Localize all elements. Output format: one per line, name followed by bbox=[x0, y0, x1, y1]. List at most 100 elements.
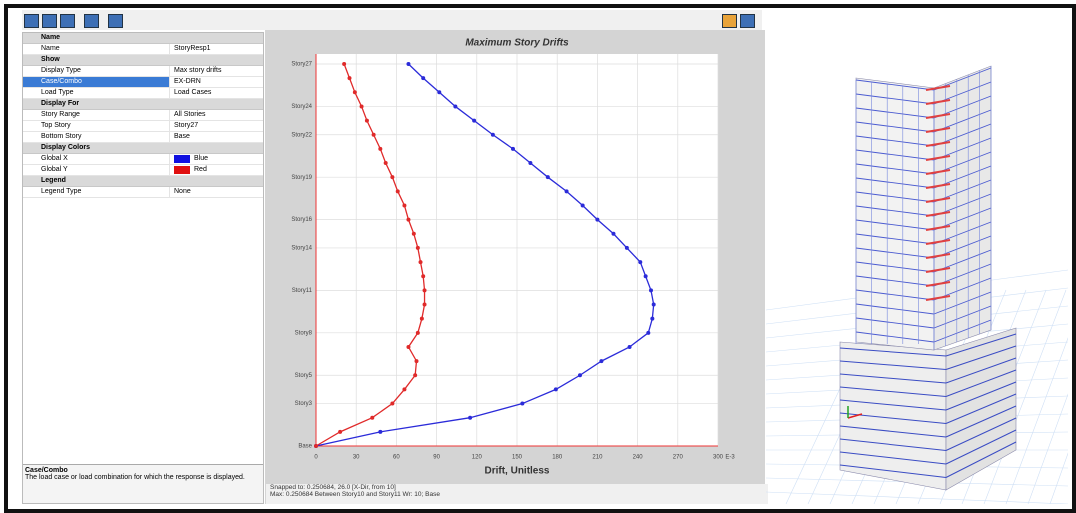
property-name: Bottom Story bbox=[23, 132, 170, 142]
y-tick-label: Base bbox=[298, 444, 312, 450]
data-point bbox=[528, 161, 532, 165]
property-value: Base bbox=[170, 132, 263, 142]
data-point bbox=[511, 147, 515, 151]
data-point bbox=[314, 444, 318, 448]
data-point bbox=[421, 274, 425, 278]
property-name: Global Y bbox=[23, 165, 170, 175]
section-header: Legend bbox=[23, 176, 263, 187]
data-point bbox=[520, 402, 524, 406]
x-tick-label: 300 bbox=[713, 455, 724, 461]
section-header: Display Colors bbox=[23, 143, 263, 154]
property-row[interactable]: Top Story Story27 bbox=[23, 121, 263, 132]
3d-view bbox=[766, 10, 1068, 504]
data-point bbox=[390, 175, 394, 179]
property-row[interactable]: Legend Type None bbox=[23, 187, 263, 198]
section-header: Show bbox=[23, 55, 263, 66]
data-point bbox=[415, 359, 419, 363]
data-point bbox=[468, 416, 472, 420]
tool-button[interactable] bbox=[42, 14, 57, 28]
data-point bbox=[565, 189, 569, 193]
model-geometry bbox=[766, 492, 1068, 504]
section-header: Name bbox=[23, 33, 263, 44]
data-point bbox=[638, 260, 642, 264]
data-point bbox=[453, 104, 457, 108]
y-tick-label: Story22 bbox=[291, 132, 312, 138]
data-point bbox=[628, 345, 632, 349]
y-tick-label: Story8 bbox=[295, 330, 313, 336]
y-tick-label: Story5 bbox=[295, 373, 313, 379]
property-row[interactable]: Global Y Red bbox=[23, 165, 263, 176]
property-text: Story27 bbox=[174, 121, 198, 131]
property-text: EX-DRN bbox=[174, 77, 201, 87]
color-swatch bbox=[174, 166, 190, 174]
data-point bbox=[390, 402, 394, 406]
data-point bbox=[365, 119, 369, 123]
data-point bbox=[491, 133, 495, 137]
model-geometry bbox=[1050, 290, 1068, 504]
property-name: Case/Combo bbox=[23, 77, 170, 87]
property-value: None bbox=[170, 187, 263, 197]
property-text: StoryResp1 bbox=[174, 44, 211, 54]
x-tick-label: 210 bbox=[592, 455, 603, 461]
property-text: Red bbox=[194, 165, 207, 175]
data-point bbox=[649, 288, 653, 292]
property-value: EX-DRN bbox=[170, 77, 263, 87]
property-text: Base bbox=[174, 132, 190, 142]
data-point bbox=[423, 288, 427, 292]
data-point bbox=[416, 331, 420, 335]
property-value: Story27 bbox=[170, 121, 263, 131]
property-text: None bbox=[174, 187, 191, 197]
tool-button[interactable] bbox=[84, 14, 99, 28]
data-point bbox=[419, 260, 423, 264]
tool-button[interactable] bbox=[740, 14, 755, 28]
data-point bbox=[412, 232, 416, 236]
status-bar: Snapped to: 0.250684, 26.0 [X-Dir, from … bbox=[266, 484, 768, 504]
property-name: Load Type bbox=[23, 88, 170, 98]
property-row[interactable]: Bottom Story Base bbox=[23, 132, 263, 143]
status-line: Max: 0.250684 Between Story10 and Story1… bbox=[270, 491, 768, 498]
property-name: Top Story bbox=[23, 121, 170, 131]
y-tick-label: Story3 bbox=[295, 401, 313, 407]
property-name: Name bbox=[23, 44, 170, 54]
property-name: Global X bbox=[23, 154, 170, 164]
property-row[interactable]: Case/Combo EX-DRN bbox=[23, 77, 263, 88]
status-line: Snapped to: 0.250684, 26.0 [X-Dir, from … bbox=[270, 484, 768, 491]
tool-button[interactable] bbox=[24, 14, 39, 28]
x-tick-label: 0 bbox=[314, 455, 318, 461]
data-point bbox=[378, 147, 382, 151]
property-text: All Stories bbox=[174, 110, 206, 120]
data-point bbox=[652, 303, 656, 307]
property-value: Red bbox=[170, 165, 263, 175]
property-name: Legend Type bbox=[23, 187, 170, 197]
property-row[interactable]: Name StoryResp1 bbox=[23, 44, 263, 55]
y-tick-label: Story14 bbox=[291, 246, 312, 252]
data-point bbox=[372, 133, 376, 137]
toolbar bbox=[22, 10, 762, 30]
data-point bbox=[581, 203, 585, 207]
data-point bbox=[406, 218, 410, 222]
property-value: Blue bbox=[170, 154, 263, 164]
data-point bbox=[644, 274, 648, 278]
x-tick-label: 270 bbox=[673, 455, 684, 461]
data-point bbox=[413, 373, 417, 377]
data-point bbox=[353, 90, 357, 94]
tool-button[interactable] bbox=[60, 14, 75, 28]
data-point bbox=[595, 218, 599, 222]
x-tick-label: 90 bbox=[433, 455, 440, 461]
data-point bbox=[342, 62, 346, 66]
y-tick-label: Story27 bbox=[291, 62, 312, 68]
data-point bbox=[360, 104, 364, 108]
app-window: NameNameStoryResp1ShowDisplay TypeMax st… bbox=[0, 0, 1076, 513]
x-tick-label: 60 bbox=[393, 455, 400, 461]
tool-button[interactable] bbox=[108, 14, 123, 28]
tool-button[interactable] bbox=[722, 14, 737, 28]
data-point bbox=[472, 119, 476, 123]
data-point bbox=[611, 232, 615, 236]
data-point bbox=[338, 430, 342, 434]
